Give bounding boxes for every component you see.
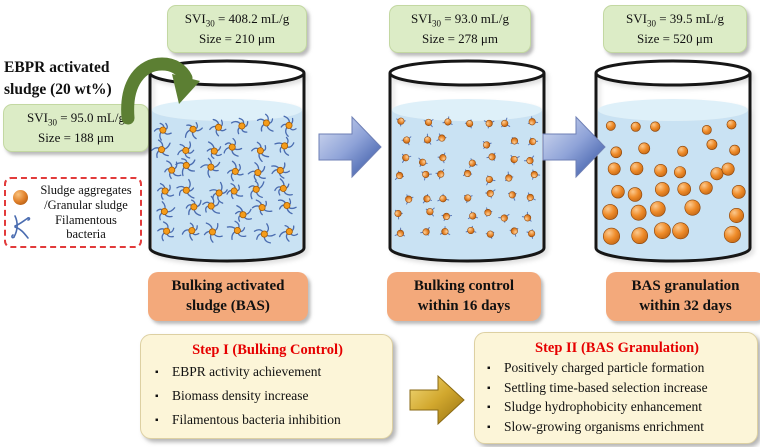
caption-flask-2: Bulking control within 16 days bbox=[387, 272, 541, 321]
caption-flask-3: BAS granulation within 32 days bbox=[606, 272, 760, 321]
size-line: Size = 520 μm bbox=[636, 31, 714, 47]
size-line: Size = 278 μm bbox=[421, 31, 499, 47]
inoculum-title-line1: EBPR activated bbox=[4, 59, 110, 76]
particle-layer bbox=[602, 119, 746, 245]
caption-flask-1: Bulking activated sludge (BAS) bbox=[148, 272, 308, 321]
step2-bullet: ▪ Sludge hydrophobicity enhancement bbox=[487, 399, 702, 415]
svi-line: SVI30 = 39.5 mL/g bbox=[626, 11, 724, 29]
step2-bullet: ▪ Settling time-based selection increase bbox=[487, 379, 708, 395]
step1-bullet: ▪ Filamentous bacteria inhibition bbox=[155, 412, 341, 428]
beaker-granules bbox=[594, 59, 752, 263]
step2-box: Step II (BAS Granulation) ▪ Positively ch… bbox=[474, 332, 758, 444]
granule-icon bbox=[9, 190, 31, 206]
process-arrow-2-icon bbox=[542, 115, 606, 179]
svi-line: SVI30 = 93.0 mL/g bbox=[411, 11, 509, 29]
svi-line: SVI30 = 95.0 mL/g bbox=[27, 110, 125, 128]
inoculum-title: EBPR activated sludge (20 wt%) bbox=[4, 57, 152, 102]
svi-line: SVI30 = 408.2 mL/g bbox=[184, 11, 290, 29]
particle-layer bbox=[394, 116, 541, 239]
step2-bullet: ▪ Slow-growing organisms enrichment bbox=[487, 418, 704, 434]
metric-label-flask-2: SVI30 = 93.0 mL/g Size = 278 μm bbox=[389, 5, 531, 53]
particle-layer bbox=[151, 113, 299, 244]
process-arrow-1-icon bbox=[318, 115, 382, 179]
beaker-bulking-sludge bbox=[148, 59, 306, 263]
step1-bullet: ▪ Biomass density increase bbox=[155, 388, 309, 404]
size-line: Size = 210 μm bbox=[198, 31, 276, 47]
legend-item-filaments: Filamentous bacteria bbox=[9, 213, 137, 243]
inoculum-title-line2: sludge (20 wt%) bbox=[4, 81, 112, 99]
step-transition-arrow-icon bbox=[409, 374, 465, 426]
step1-bullet: ▪ EBPR activity achievement bbox=[155, 364, 322, 380]
legend-box: Sludge aggregates /Granular sludge Filam… bbox=[4, 177, 142, 248]
metric-label-flask-3: SVI30 = 39.5 mL/g Size = 520 μm bbox=[603, 5, 747, 53]
inoculum-pour-arrow-icon bbox=[121, 57, 200, 125]
step2-bullet: ▪ Positively charged particle formation bbox=[487, 360, 705, 376]
legend-label: Sludge aggregates /Granular sludge bbox=[40, 183, 132, 212]
size-line: Size = 188 μm bbox=[37, 130, 115, 146]
legend-label: Filamentous bacteria bbox=[55, 212, 117, 242]
step1-title: Step I (Bulking Control) bbox=[192, 342, 343, 358]
step1-box: Step I (Bulking Control) ▪ EBPR activity … bbox=[140, 334, 393, 439]
beaker-bulking-control bbox=[388, 59, 546, 263]
legend-item-aggregates: Sludge aggregates /Granular sludge bbox=[9, 183, 137, 213]
step2-title: Step II (BAS Granulation) bbox=[535, 340, 699, 356]
filament-icon bbox=[9, 214, 31, 240]
metric-label-flask-1: SVI30 = 408.2 mL/g Size = 210 μm bbox=[167, 5, 307, 53]
